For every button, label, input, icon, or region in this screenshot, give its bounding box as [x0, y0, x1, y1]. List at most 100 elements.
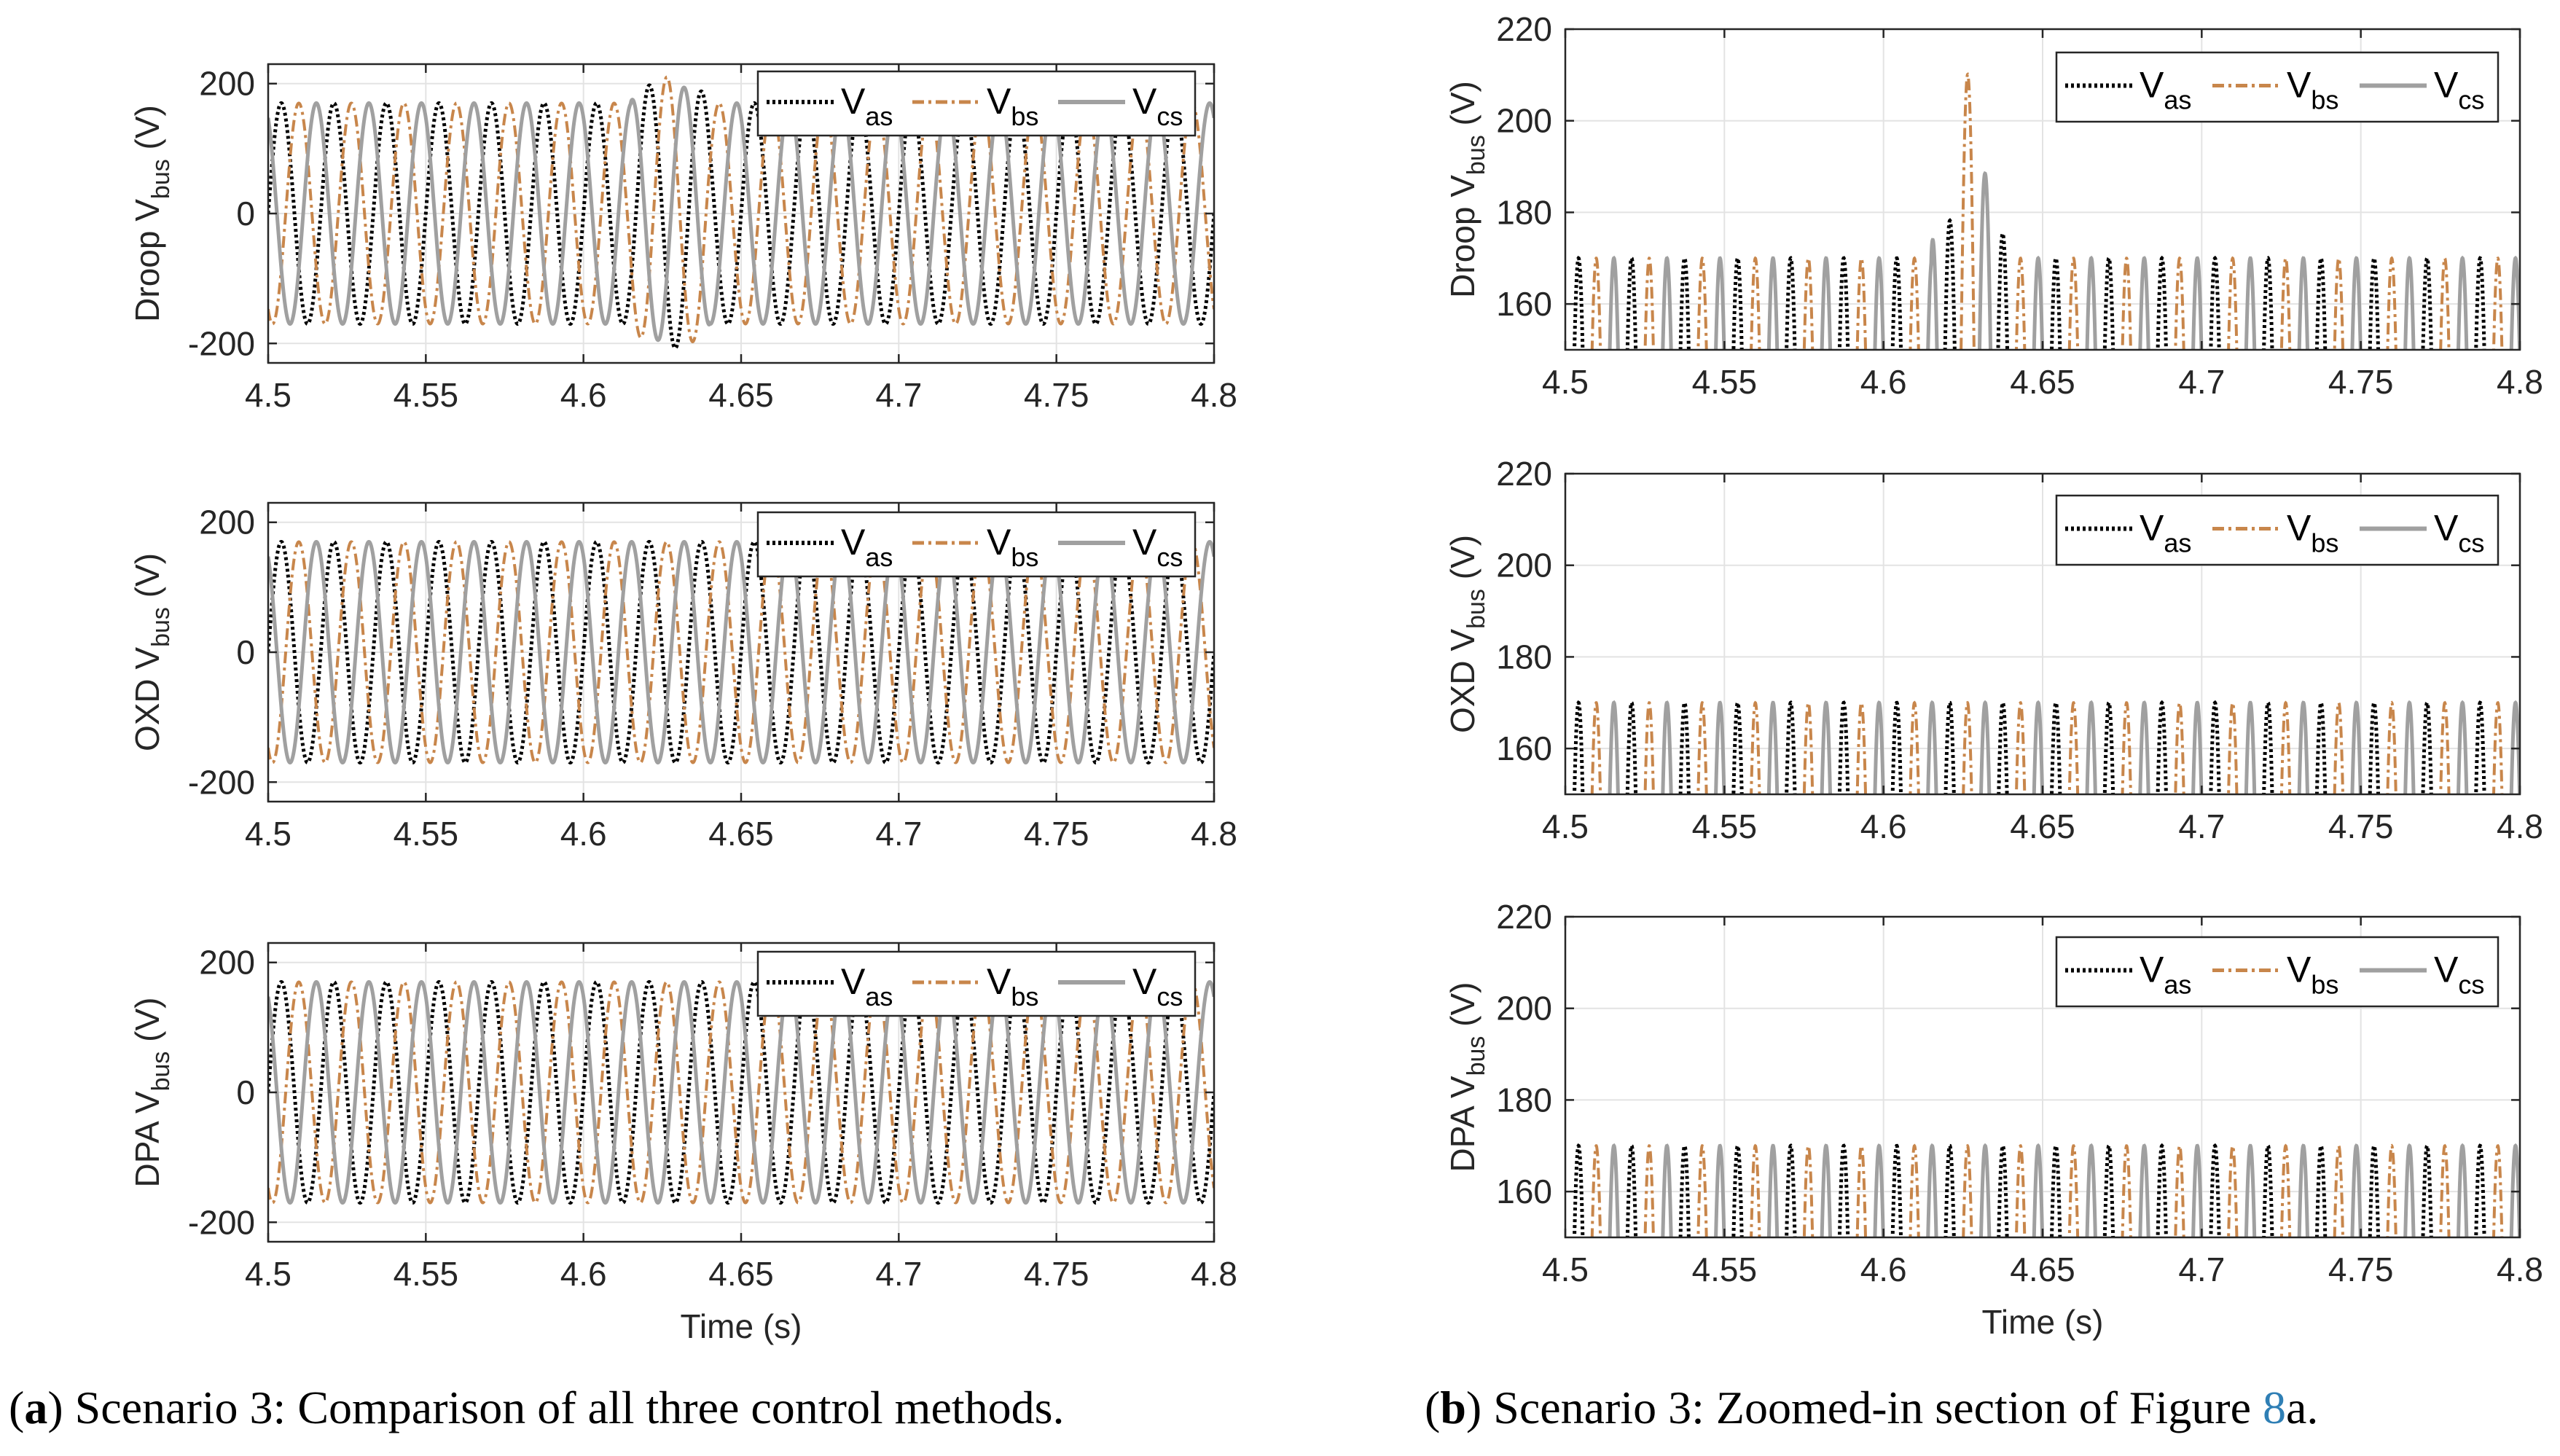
- legend: Vas Vbs Vcs: [756, 950, 1197, 1017]
- chart-panel-dpa-zoom: 4.5 4.55 4.6 4.65 4.7 4.75 4.8 160 180 200 220 DPA …: [1444, 898, 2543, 1341]
- x-tick-label: 4.7: [875, 376, 922, 414]
- x-tick-label: 4.65: [708, 376, 774, 414]
- chart-panel-oxd-zoom: 4.5 4.55 4.6 4.65 4.7 4.75 4.8 160 180 200 220 OXD …: [1444, 455, 2543, 845]
- legend-label-vbs: Vbs: [2287, 950, 2338, 1000]
- legend-label-vbs: Vbs: [987, 522, 1038, 572]
- chart-panel-dpa-full: 4.5 4.55 4.6 4.65 4.7 4.75 4.8 -200 0 200 DPA Vbus…: [128, 942, 1237, 1345]
- y-tick-label: 220: [1496, 10, 1552, 48]
- y-axis-label: OXD Vbus (V): [1444, 535, 1490, 733]
- y-tick-label: 200: [199, 65, 255, 103]
- x-tick-label: 4.6: [1860, 807, 1907, 845]
- y-tick-label: 200: [1496, 547, 1552, 584]
- y-tick-label: 0: [236, 195, 255, 232]
- figure-reference-link[interactable]: 8: [2262, 1382, 2286, 1433]
- series-line-vas: [268, 979, 1214, 1205]
- y-tick-label: 160: [1496, 285, 1552, 323]
- x-tick-label: 4.5: [1542, 1250, 1589, 1288]
- y-axis-label: DPA Vbus (V): [128, 997, 175, 1187]
- x-tick-label: 4.8: [1191, 376, 1237, 414]
- x-tick-label: 4.6: [1860, 1250, 1907, 1288]
- chart-panel-droop-zoom: 4.5 4.55 4.6 4.65 4.7 4.75 4.8 160 180 200 220Droo…: [1444, 10, 2543, 401]
- legend-label-vcs: Vcs: [2434, 65, 2484, 115]
- legend-label-vas: Vas: [841, 81, 893, 131]
- x-tick-label: 4.75: [2328, 1250, 2394, 1288]
- legend-label-vcs: Vcs: [1132, 961, 1183, 1011]
- x-tick-label: 4.75: [2328, 363, 2394, 401]
- x-tick-label: 4.65: [2010, 807, 2075, 845]
- legend-label-vas: Vas: [841, 522, 893, 572]
- legend-label-vas: Vas: [2140, 508, 2191, 558]
- chart-panel-droop-full: 4.5 4.55 4.6 4.65 4.7 4.75 4.8 -200 0 200 Droop Vb…: [128, 63, 1237, 414]
- x-tick-label: 4.8: [2497, 1250, 2543, 1288]
- y-tick-label: -200: [188, 1203, 255, 1241]
- legend-label-vcs: Vcs: [1132, 522, 1183, 572]
- legend: Vas Vbs Vcs: [756, 70, 1197, 137]
- y-axis-label: OXD Vbus (V): [128, 553, 175, 751]
- x-tick-label: 4.8: [1191, 815, 1237, 853]
- y-tick-label: 0: [236, 633, 255, 671]
- y-tick-label: 160: [1496, 729, 1552, 767]
- legend-label-vcs: Vcs: [1132, 81, 1183, 131]
- y-tick-label: -200: [188, 763, 255, 801]
- legend-label-vcs: Vcs: [2434, 508, 2484, 558]
- x-tick-label: 4.55: [1692, 807, 1758, 845]
- y-axis-label: Droop Vbus (V): [128, 105, 175, 322]
- x-tick-label: 4.75: [1024, 1255, 1089, 1293]
- x-tick-label: 4.65: [708, 815, 774, 853]
- y-tick-label: 180: [1496, 638, 1552, 676]
- x-tick-label: 4.55: [394, 376, 459, 414]
- series-line-vas: [268, 83, 1214, 351]
- legend-label-vas: Vas: [2140, 950, 2191, 1000]
- y-tick-label: 200: [199, 504, 255, 541]
- series-line-vbs: [268, 540, 1214, 764]
- y-axis-label: Droop Vbus (V): [1444, 81, 1490, 298]
- x-tick-label: 4.55: [1692, 363, 1758, 401]
- x-tick-label: 4.6: [1860, 363, 1907, 401]
- legend-label-vbs: Vbs: [2287, 508, 2338, 558]
- y-tick-label: 180: [1496, 193, 1552, 231]
- legend: Vas Vbs Vcs: [2055, 51, 2500, 123]
- y-tick-label: 0: [236, 1073, 255, 1111]
- x-tick-label: 4.55: [394, 815, 459, 853]
- x-tick-label: 4.7: [875, 815, 922, 853]
- x-tick-label: 4.6: [560, 376, 607, 414]
- x-tick-label: 4.7: [2178, 807, 2225, 845]
- legend-label-vas: Vas: [841, 961, 893, 1011]
- x-tick-label: 4.8: [2497, 363, 2543, 401]
- legend: Vas Vbs Vcs: [756, 511, 1197, 578]
- x-tick-label: 4.55: [1692, 1250, 1758, 1288]
- x-axis-label: Time (s): [681, 1307, 802, 1345]
- y-tick-label: 220: [1496, 898, 1552, 936]
- x-tick-label: 4.7: [2178, 363, 2225, 401]
- x-tick-label: 4.75: [1024, 376, 1089, 414]
- y-axis-label: DPA Vbus (V): [1444, 982, 1490, 1172]
- chart-panel-oxd-full: 4.5 4.55 4.6 4.65 4.7 4.75 4.8 -200 0 200 OXD Vbus…: [128, 501, 1237, 853]
- x-tick-label: 4.7: [875, 1255, 922, 1293]
- x-axis-label: Time (s): [1982, 1303, 2104, 1341]
- x-tick-label: 4.5: [1542, 363, 1589, 401]
- legend: Vas Vbs Vcs: [2055, 936, 2500, 1008]
- legend-label-vas: Vas: [2140, 65, 2191, 115]
- x-tick-label: 4.6: [560, 1255, 607, 1293]
- x-tick-label: 4.65: [708, 1255, 774, 1293]
- x-tick-label: 4.5: [245, 376, 291, 414]
- caption-b: (b) Scenario 3: Zoomed-in section of Fig…: [1425, 1382, 2319, 1433]
- series-line-vas: [268, 539, 1214, 765]
- series-line-vbs: [268, 980, 1214, 1205]
- y-tick-label: 200: [199, 944, 255, 982]
- x-tick-label: 4.5: [1542, 807, 1589, 845]
- y-tick-label: 160: [1496, 1173, 1552, 1210]
- x-tick-label: 4.5: [245, 815, 291, 853]
- y-tick-label: 180: [1496, 1081, 1552, 1119]
- x-tick-label: 4.75: [1024, 815, 1089, 853]
- legend-label-vbs: Vbs: [2287, 65, 2338, 115]
- y-tick-label: -200: [188, 324, 255, 362]
- x-tick-label: 4.75: [2328, 807, 2394, 845]
- y-tick-label: 200: [1496, 990, 1552, 1028]
- legend: Vas Vbs Vcs: [2055, 494, 2500, 566]
- x-tick-label: 4.8: [1191, 1255, 1237, 1293]
- legend-label-vcs: Vcs: [2434, 950, 2484, 1000]
- y-tick-label: 220: [1496, 455, 1552, 493]
- y-tick-label: 200: [1496, 102, 1552, 140]
